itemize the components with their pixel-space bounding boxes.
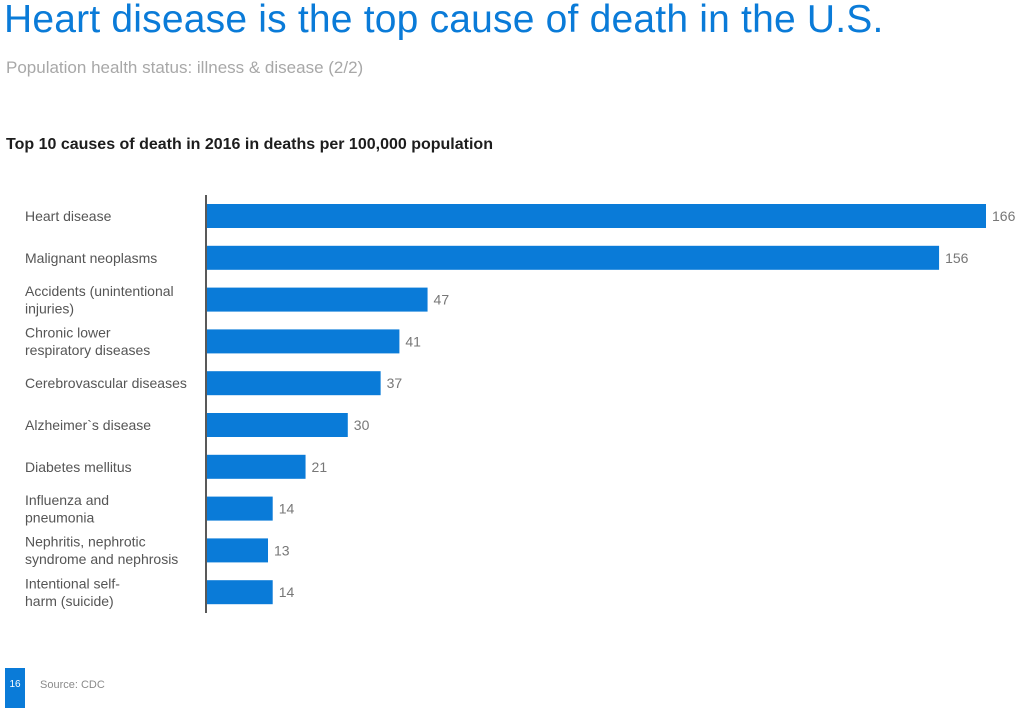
bar-7 <box>207 496 273 521</box>
category-label-1: Malignant neoplasms <box>25 250 157 266</box>
category-label-line: Cerebrovascular diseases <box>25 375 187 391</box>
category-label-line: Influenza and <box>25 492 109 508</box>
source-note: Source: CDC <box>40 679 105 691</box>
category-label-2: Accidents (unintentional injuries) <box>25 283 174 317</box>
value-label-0: 166 <box>992 208 1016 224</box>
category-label-line: Heart disease <box>25 208 112 224</box>
category-label-3: Chronic lower respiratory diseases <box>25 325 150 359</box>
category-label-8: Nephritis, nephrotic syndrome and nephros… <box>25 534 178 568</box>
value-label-4: 37 <box>387 375 403 391</box>
value-label-6: 21 <box>312 459 328 475</box>
bar-1 <box>207 245 940 270</box>
category-label-line: Alzheimer`s disease <box>25 417 151 433</box>
category-label-7: Influenza and pneumonia <box>25 492 109 525</box>
category-label-6: Diabetes mellitus <box>25 459 132 475</box>
category-label-line: Diabetes mellitus <box>25 459 132 475</box>
value-label-9: 14 <box>279 584 295 600</box>
category-label-line: Intentional self- <box>25 575 120 591</box>
page-subtitle: Population health status: illness & dise… <box>6 58 364 77</box>
bar-5 <box>207 413 348 437</box>
bar-3 <box>207 329 400 354</box>
value-label-3: 41 <box>405 333 421 349</box>
category-label-line: respiratory diseases <box>25 342 150 358</box>
category-label-line: syndrome and nephrosis <box>25 551 178 567</box>
category-label-4: Cerebrovascular diseases <box>25 375 187 391</box>
bar-6 <box>207 454 306 479</box>
value-label-7: 14 <box>279 501 295 517</box>
bar-4 <box>207 371 381 396</box>
category-label-line: injuries) <box>25 300 74 316</box>
value-label-8: 13 <box>274 542 290 558</box>
category-label-line: Accidents (unintentional <box>25 283 174 299</box>
chart-title: Top 10 causes of death in 2016 in deaths… <box>6 136 493 153</box>
value-label-5: 30 <box>354 417 370 433</box>
category-label-line: pneumonia <box>25 509 94 525</box>
value-label-2: 47 <box>434 292 450 308</box>
category-label-line: Nephritis, nephrotic <box>25 534 146 550</box>
category-label-0: Heart disease <box>25 208 112 224</box>
category-label-line: Chronic lower <box>25 325 111 341</box>
category-label-line: harm (suicide) <box>25 593 114 609</box>
bar-8 <box>207 538 269 563</box>
category-label-line: Malignant neoplasms <box>25 250 157 266</box>
page-title: Heart disease is the top cause of death … <box>4 0 884 41</box>
category-label-9: Intentional self-harm (suicide) <box>25 575 120 609</box>
bar-0 <box>207 204 986 228</box>
bar-chart: 166 Heart disease 156 Malignant neoplasms 47… <box>25 195 1016 613</box>
value-label-1: 156 <box>945 250 969 266</box>
bar-9 <box>207 580 273 605</box>
page-number-badge: 16 <box>5 668 25 708</box>
category-label-5: Alzheimer`s disease <box>25 417 151 433</box>
bar-2 <box>207 287 428 312</box>
